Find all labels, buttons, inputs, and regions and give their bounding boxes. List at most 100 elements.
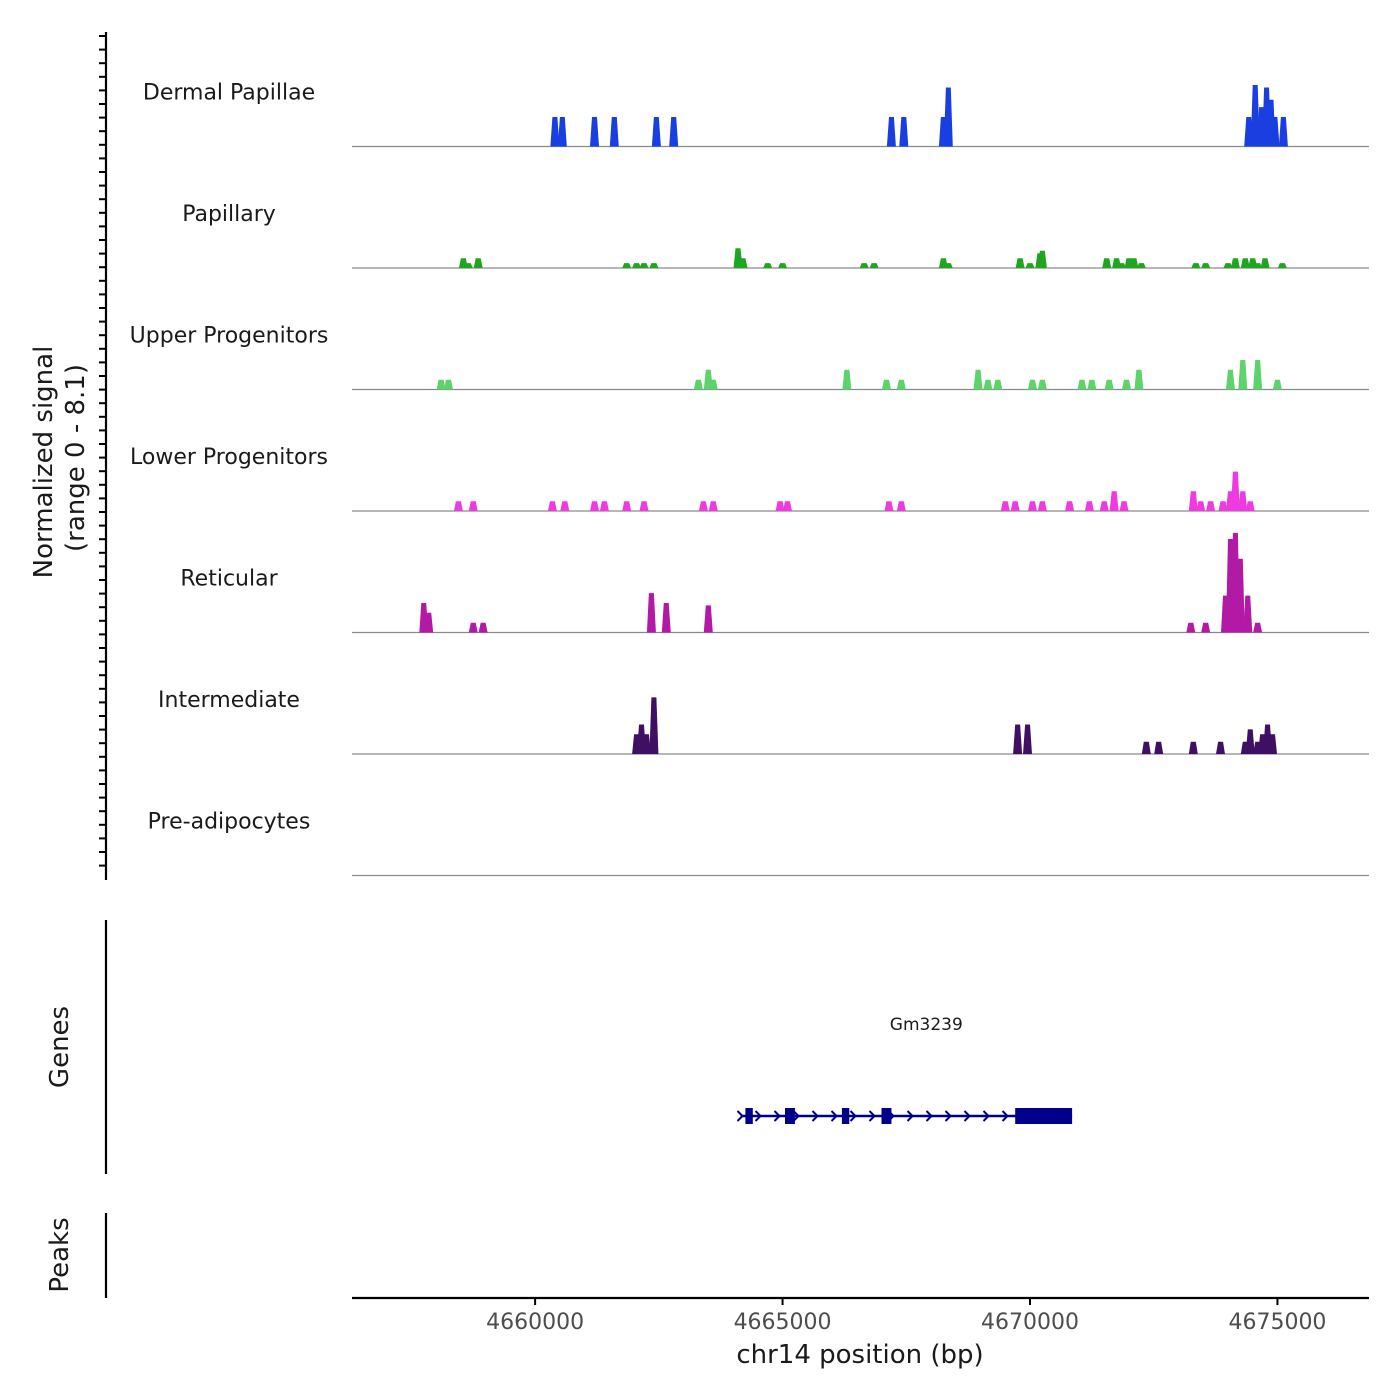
signal-peak: [632, 263, 642, 268]
signal-peak: [1013, 724, 1023, 754]
genes-track: Gm3239: [736, 1015, 1073, 1124]
signal-peak: [1277, 263, 1287, 268]
track-papillary: Papillary: [182, 202, 1369, 269]
signal-peak: [1028, 501, 1037, 511]
signal-peak: [1250, 85, 1260, 147]
signal-peak: [651, 117, 661, 147]
signal-peak: [703, 605, 713, 633]
coverage-tracks: Dermal Papillae Papillary Upper Progenitor…: [130, 81, 1369, 877]
signal-peak: [775, 501, 785, 511]
track-label: Reticular: [180, 567, 278, 592]
strand-arrow: [736, 1110, 744, 1122]
track-label: Pre-adipocytes: [148, 810, 311, 835]
strand-arrow: [982, 1110, 990, 1122]
signal-peak: [1025, 263, 1035, 268]
signal-peak: [1122, 379, 1131, 390]
signal-peak: [1188, 741, 1198, 754]
signal-peak: [1023, 724, 1032, 754]
signal-peak: [1191, 263, 1201, 268]
signal-peak: [708, 501, 718, 511]
track-pre-adipocytes: Pre-adipocytes: [148, 810, 1369, 877]
signal-peak: [778, 263, 788, 268]
signal-peak: [649, 697, 659, 754]
strand-arrow: [830, 1110, 838, 1122]
signal-peak: [899, 117, 909, 147]
signal-peak: [1240, 258, 1250, 268]
signal-peak: [642, 734, 651, 754]
signal-peak: [649, 263, 659, 268]
signal-peak: [882, 379, 891, 390]
strand-arrow: [1001, 1110, 1009, 1122]
signal-peak: [1037, 250, 1047, 268]
signal-peak: [478, 622, 488, 633]
signal-peak: [842, 369, 852, 390]
signal-peak: [661, 603, 671, 633]
signal-peak: [1188, 491, 1198, 511]
gene-exon: [1015, 1108, 1073, 1124]
signal-peak: [453, 501, 463, 511]
signal-peak: [698, 501, 708, 511]
signal-peak: [646, 593, 656, 633]
signal-peak: [1218, 501, 1228, 511]
signal-peak: [1225, 369, 1235, 390]
signal-peak: [993, 379, 1003, 390]
signal-peak: [1243, 595, 1253, 633]
signal-peak: [884, 501, 894, 511]
signal-peak: [1270, 117, 1280, 147]
signal-peak: [1186, 622, 1196, 633]
signal-peak: [943, 263, 953, 268]
signal-peak: [1141, 741, 1151, 754]
signal-peak: [1136, 263, 1146, 268]
signal-peak: [708, 379, 718, 390]
signal-peak: [639, 263, 649, 268]
gene-gm3239: Gm3239: [736, 1015, 1073, 1124]
y-axis-title: Normalized signal (range 0 - 8.1): [29, 346, 91, 579]
signal-peak: [1245, 501, 1255, 511]
signal-peak: [1253, 622, 1263, 633]
track-label: Dermal Papillae: [143, 81, 315, 106]
signal-peak: [1235, 558, 1245, 633]
signal-peak: [560, 501, 570, 511]
x-axis-ticks: 4660000 4665000 4670000 4675000: [486, 1298, 1326, 1335]
strand-arrow: [773, 1110, 781, 1122]
track-label: Lower Progenitors: [130, 445, 328, 470]
track-lower-progenitors: Lower Progenitors: [130, 445, 1369, 512]
signal-peak: [1253, 263, 1263, 268]
signal-peak: [1238, 491, 1248, 511]
strand-arrow: [811, 1110, 819, 1122]
signal-peak: [436, 379, 446, 390]
signal-peak: [424, 612, 434, 633]
signal-peak: [886, 117, 896, 147]
signal-peak: [639, 501, 649, 511]
signal-peak: [1037, 501, 1047, 511]
x-tick-label: 4665000: [734, 1310, 832, 1335]
track-label: Intermediate: [158, 688, 300, 713]
signal-peak: [1253, 360, 1263, 390]
peaks-track-title: Peaks: [45, 1217, 75, 1292]
signal-peak: [1065, 501, 1075, 511]
strand-arrow: [868, 1110, 876, 1122]
signal-peak: [1268, 734, 1277, 754]
x-tick-label: 4660000: [486, 1310, 584, 1335]
gene-name-label: Gm3239: [890, 1015, 963, 1035]
signal-peak: [1084, 501, 1094, 511]
signal-peak: [1000, 501, 1010, 511]
signal-peak: [547, 501, 557, 511]
strand-arrow: [944, 1110, 952, 1122]
signal-peak: [473, 258, 483, 268]
signal-peak: [783, 501, 792, 511]
signal-peak: [1216, 741, 1225, 754]
signal-peak: [1077, 379, 1087, 390]
y-axis-title-main: Normalized signal: [29, 346, 59, 579]
x-axis: 4660000 4665000 4670000 4675000 chr14 posit…: [352, 1296, 1369, 1370]
x-axis-title: chr14 position (bp): [736, 1340, 983, 1370]
signal-peak: [1223, 263, 1233, 268]
signal-peak: [1245, 729, 1255, 754]
signal-peak: [1196, 501, 1206, 511]
signal-peak: [1238, 360, 1248, 390]
signal-peak: [609, 117, 619, 147]
signal-peak: [1010, 501, 1020, 511]
gene-exon: [785, 1108, 795, 1124]
x-tick-label: 4670000: [981, 1310, 1079, 1335]
signal-peak: [1015, 258, 1025, 268]
